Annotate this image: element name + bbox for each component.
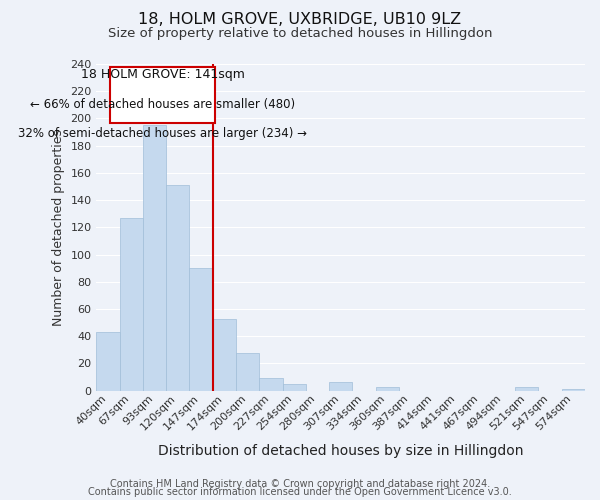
Bar bbox=[236, 352, 259, 391]
Bar bbox=[515, 386, 538, 390]
X-axis label: Distribution of detached houses by size in Hillingdon: Distribution of detached houses by size … bbox=[158, 444, 523, 458]
FancyBboxPatch shape bbox=[110, 66, 215, 122]
Bar bbox=[376, 386, 399, 390]
Bar bbox=[190, 268, 213, 390]
Text: Contains HM Land Registry data © Crown copyright and database right 2024.: Contains HM Land Registry data © Crown c… bbox=[110, 479, 490, 489]
Text: ← 66% of detached houses are smaller (480): ← 66% of detached houses are smaller (48… bbox=[30, 98, 295, 111]
Bar bbox=[259, 378, 283, 390]
Bar bbox=[119, 218, 143, 390]
Bar bbox=[143, 125, 166, 390]
Bar bbox=[97, 332, 119, 390]
Text: Size of property relative to detached houses in Hillingdon: Size of property relative to detached ho… bbox=[108, 28, 492, 40]
Bar bbox=[283, 384, 306, 390]
Text: Contains public sector information licensed under the Open Government Licence v3: Contains public sector information licen… bbox=[88, 487, 512, 497]
Text: 32% of semi-detached houses are larger (234) →: 32% of semi-detached houses are larger (… bbox=[18, 127, 307, 140]
Bar bbox=[329, 382, 352, 390]
Y-axis label: Number of detached properties: Number of detached properties bbox=[52, 129, 65, 326]
Text: 18 HOLM GROVE: 141sqm: 18 HOLM GROVE: 141sqm bbox=[81, 68, 245, 82]
Bar bbox=[166, 185, 190, 390]
Text: 18, HOLM GROVE, UXBRIDGE, UB10 9LZ: 18, HOLM GROVE, UXBRIDGE, UB10 9LZ bbox=[139, 12, 461, 28]
Bar bbox=[213, 318, 236, 390]
